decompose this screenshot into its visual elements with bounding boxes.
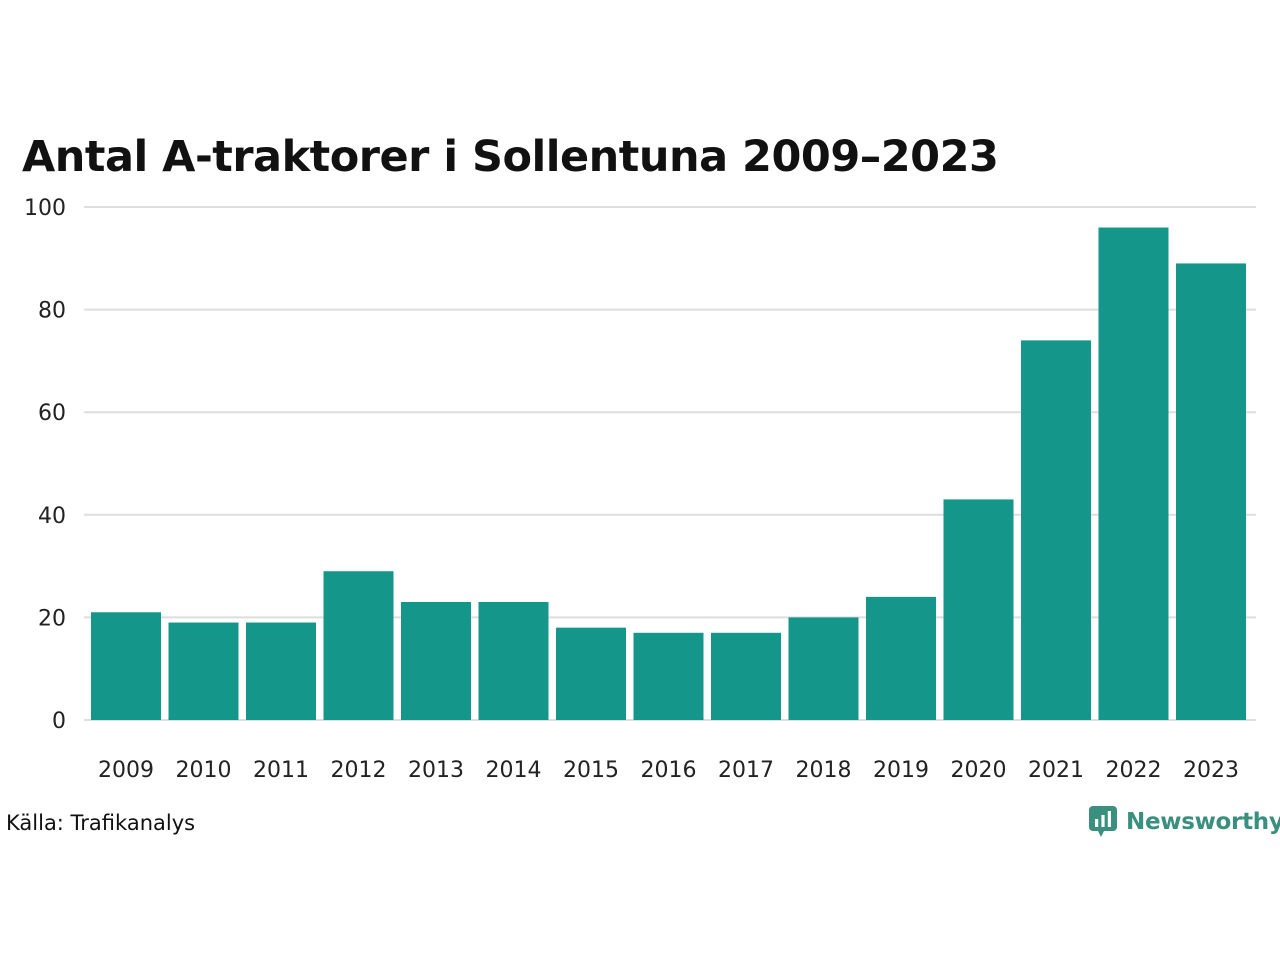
x-tick-label: 2013 <box>408 758 464 783</box>
x-tick-label: 2016 <box>641 758 697 783</box>
y-tick-label: 40 <box>38 504 66 529</box>
bar-2018 <box>788 617 859 720</box>
y-tick-label: 20 <box>38 606 66 631</box>
bar-2020 <box>943 499 1014 720</box>
x-tick-label: 2014 <box>486 758 542 783</box>
bar-2016 <box>633 632 704 720</box>
bar-2012 <box>323 571 394 720</box>
bar-2023 <box>1176 263 1246 720</box>
bar-2022 <box>1098 227 1169 720</box>
x-tick-label: 2018 <box>796 758 852 783</box>
x-tick-label: 2022 <box>1106 758 1162 783</box>
bar-2009 <box>91 612 161 720</box>
bar-2014 <box>478 602 549 720</box>
source-note: Källa: Trafikanalys <box>6 811 196 835</box>
x-tick-label: 2011 <box>253 758 309 783</box>
newsworthy-brand-name: Newsworthy <box>1126 809 1280 835</box>
x-tick-label: 2021 <box>1028 758 1084 783</box>
x-tick-label: 2015 <box>563 758 619 783</box>
y-tick-label: 0 <box>52 709 66 734</box>
x-tick-label: 2010 <box>176 758 232 783</box>
x-tick-label: 2023 <box>1183 758 1239 783</box>
x-tick-label: 2019 <box>873 758 929 783</box>
chart-title: Antal A-traktorer i Sollentuna 2009–2023 <box>22 132 999 182</box>
newsworthy-logo[interactable]: Newsworthy <box>1088 805 1280 839</box>
x-tick-label: 2012 <box>331 758 387 783</box>
bar-2013 <box>401 602 471 720</box>
bar-2017 <box>711 632 781 720</box>
bar-2010 <box>168 622 239 720</box>
x-tick-label: 2020 <box>951 758 1007 783</box>
y-axis-tick-labels: 0 20 40 60 80 100 <box>24 196 66 734</box>
bars <box>91 227 1246 720</box>
x-tick-label: 2009 <box>98 758 154 783</box>
x-tick-label: 2017 <box>718 758 774 783</box>
newsworthy-logo-icon <box>1089 806 1117 837</box>
y-tick-label: 60 <box>38 401 66 426</box>
bar-2011 <box>246 622 316 720</box>
bar-2015 <box>556 627 626 720</box>
bar-2019 <box>866 596 936 720</box>
bar-2021 <box>1021 340 1091 720</box>
x-axis-tick-labels: 2009 2010 2011 2012 2013 2014 2015 2016 2017 2018… <box>98 758 1239 783</box>
y-tick-label: 100 <box>24 196 66 221</box>
y-tick-label: 80 <box>38 299 66 324</box>
